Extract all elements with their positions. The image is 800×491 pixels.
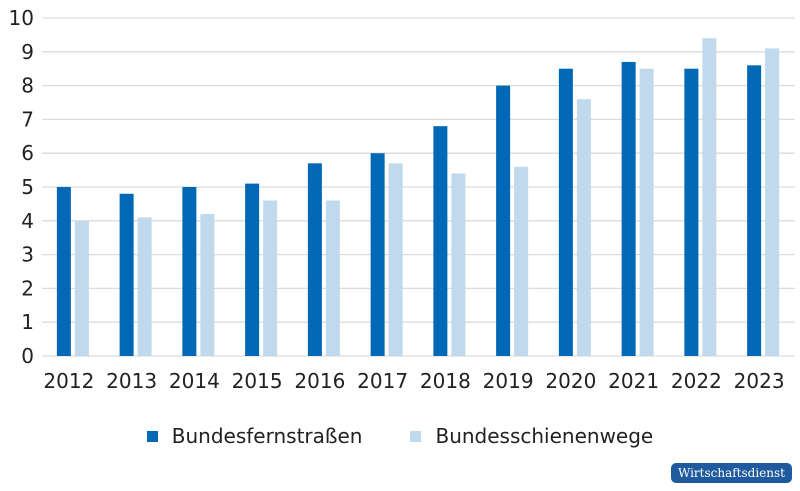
- x-tick-label: 2022: [671, 369, 722, 393]
- bar-bundesschienenwege-2016: [325, 200, 340, 356]
- legend-label-1: Bundesschienenwege: [435, 424, 654, 448]
- bar-bundesschienenwege-2023: [765, 48, 780, 357]
- y-tick-label: 0: [21, 344, 34, 368]
- x-tick-label: 2020: [545, 369, 596, 393]
- bar-bundesschienenwege-2013: [137, 217, 152, 356]
- bar-bundesfernstrassen-2017: [370, 153, 385, 356]
- bar-bundesfernstrassen-2018: [433, 126, 448, 356]
- y-tick-label: 3: [21, 243, 34, 267]
- y-tick-label: 5: [21, 175, 34, 199]
- bar-bundesschienenwege-2018: [451, 173, 466, 356]
- x-tick-label: 2018: [420, 369, 471, 393]
- x-tick-label: 2023: [734, 369, 785, 393]
- y-tick-label: 6: [21, 141, 34, 165]
- legend-item-1: Bundesschienenwege: [410, 424, 653, 448]
- bar-bundesschienenwege-2021: [639, 68, 654, 356]
- bar-bundesschienenwege-2022: [702, 38, 717, 356]
- bar-bundesfernstrassen-2023: [747, 65, 762, 356]
- bar-bundesfernstrassen-2022: [684, 68, 699, 356]
- bar-bundesschienenwege-2014: [200, 214, 215, 356]
- y-tick-label: 7: [21, 107, 34, 131]
- x-tick-label: 2015: [232, 369, 283, 393]
- bar-bundesschienenwege-2012: [74, 220, 89, 356]
- bar-bundesfernstrassen-2020: [558, 68, 573, 356]
- bar-chart: 0 1 2 3 4 5 6 7 8 9 10 2012 2013 2014 2015 2016 2017 2018…: [9, 6, 795, 393]
- y-tick-label: 10: [9, 6, 34, 30]
- bar-bundesfernstrassen-2013: [119, 193, 134, 356]
- bar-bundesfernstrassen-2012: [56, 187, 71, 356]
- y-tick-label: 4: [21, 209, 34, 233]
- x-tick-label: 2021: [608, 369, 659, 393]
- x-tick-label: 2016: [294, 369, 345, 393]
- legend-swatch-0: [146, 430, 158, 442]
- bar-bundesfernstrassen-2021: [621, 61, 636, 356]
- legend-item-0: Bundesfernstraßen: [146, 424, 363, 448]
- bar-bundesfernstrassen-2014: [182, 187, 197, 356]
- legend-swatch-1: [410, 430, 422, 442]
- x-tick-label: 2019: [483, 369, 534, 393]
- bar-bundesschienenwege-2015: [263, 200, 278, 356]
- legend: Bundesfernstraßen Bundesschienenwege: [0, 424, 800, 448]
- y-tick-label: 1: [21, 310, 34, 334]
- x-tick-label: 2012: [43, 369, 94, 393]
- x-tick-label: 2017: [357, 369, 408, 393]
- bar-bundesschienenwege-2020: [576, 99, 591, 357]
- bar-bundesfernstrassen-2015: [245, 183, 260, 356]
- y-tick-label: 8: [21, 74, 34, 98]
- bar-bundesschienenwege-2019: [514, 166, 529, 356]
- x-tick-label: 2014: [169, 369, 220, 393]
- bar-bundesfernstrassen-2019: [496, 85, 511, 356]
- y-tick-label: 2: [21, 276, 34, 300]
- bar-bundesfernstrassen-2016: [307, 163, 322, 356]
- y-tick-label: 9: [21, 40, 34, 64]
- x-tick-label: 2013: [106, 369, 157, 393]
- bar-bundesschienenwege-2017: [388, 163, 403, 356]
- legend-label-0: Bundesfernstraßen: [171, 424, 363, 448]
- wirtschaftsdienst-logo: Wirtschaftsdienst: [670, 463, 792, 483]
